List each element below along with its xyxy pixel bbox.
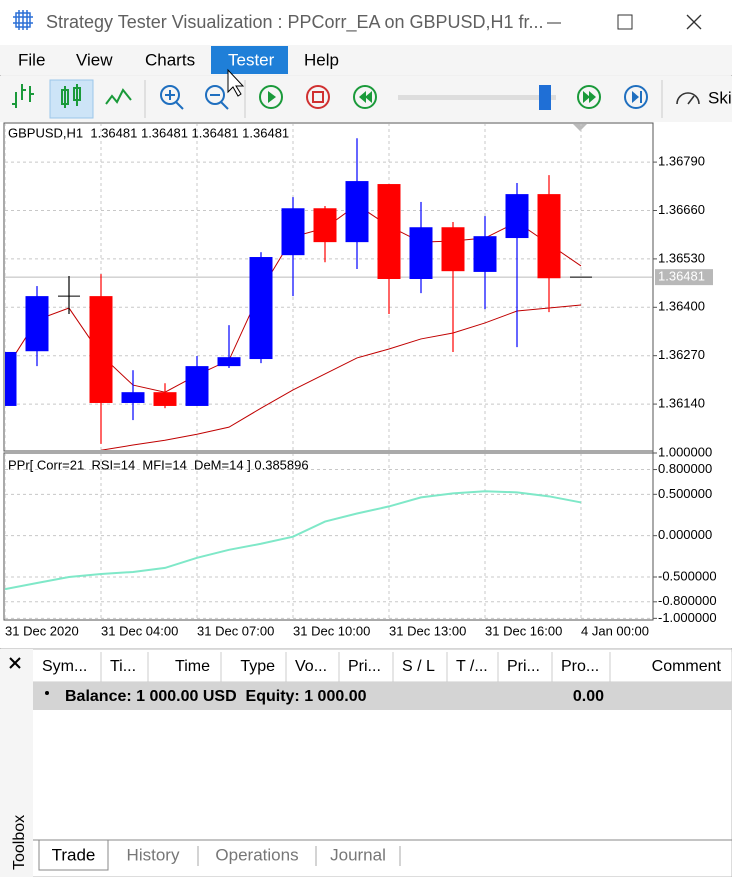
candle-body	[505, 194, 529, 239]
menu-bar	[0, 45, 732, 75]
x-tick-label: 31 Dec 13:00	[389, 623, 466, 638]
y-tick-label: 1.36530	[658, 250, 705, 265]
candle-body	[281, 208, 305, 256]
tab-label[interactable]: Trade	[52, 845, 96, 864]
play-button[interactable]	[259, 85, 283, 109]
candle-icon	[61, 84, 81, 108]
window-title: Strategy Tester Visualization : PPCorr_E…	[46, 12, 544, 33]
price-pane-title: GBPUSD,H1 1.36481 1.36481 1.36481 1.3648…	[8, 125, 289, 140]
tab-label[interactable]: History	[127, 845, 180, 864]
zoom-out-button[interactable]	[205, 85, 229, 110]
x-tick-label: 31 Dec 16:00	[485, 623, 562, 638]
candle-body	[185, 366, 209, 406]
candle-body	[249, 257, 273, 360]
candle-body	[473, 236, 497, 272]
y-tick-label: 1.000000	[658, 444, 712, 459]
step-button[interactable]	[624, 85, 648, 109]
menu-item[interactable]: File	[18, 50, 45, 69]
column-header[interactable]: Pri...	[348, 658, 381, 675]
candle-body	[121, 392, 145, 403]
skip-icon	[676, 92, 700, 105]
tab-label[interactable]: Operations	[215, 845, 298, 864]
candle-body	[377, 184, 401, 279]
last-price-box	[655, 269, 713, 286]
y-tick-label: -0.500000	[658, 568, 717, 583]
title-bar	[0, 0, 732, 45]
stop-button[interactable]	[306, 85, 330, 109]
y-tick-label: -1.000000	[658, 610, 717, 625]
tab-label[interactable]: Journal	[330, 845, 386, 864]
candle-body	[89, 296, 113, 403]
candle-body	[345, 181, 369, 243]
indicator-pane-title: PPr[ Corr=21 RSI=14 MFI=14 DeM=14 ] 0.38…	[8, 457, 309, 472]
x-tick-label: 31 Dec 04:00	[101, 623, 178, 638]
toolbar-skip-label[interactable]: Ski	[708, 88, 732, 107]
profit-cell: 0.00	[573, 688, 604, 705]
candle-body	[25, 296, 49, 352]
zoom-in-button[interactable]	[160, 85, 184, 110]
column-header[interactable]: T /...	[456, 658, 488, 675]
rewind-button[interactable]	[353, 85, 377, 109]
table-header	[33, 652, 732, 682]
column-header[interactable]: Vo...	[295, 658, 327, 675]
candle-body	[441, 227, 465, 272]
y-tick-label: 0.800000	[658, 461, 712, 476]
y-tick-label: 1.36270	[658, 347, 705, 362]
y-tick-label: 0.000000	[658, 527, 712, 542]
moving-average	[100, 304, 582, 450]
candle-body	[153, 392, 177, 406]
menu-item[interactable]: Tester	[228, 50, 275, 69]
menu-item[interactable]: Help	[304, 50, 339, 69]
column-header[interactable]: Comment	[652, 658, 722, 675]
column-header[interactable]: Ti...	[110, 658, 136, 675]
column-header[interactable]: Pri...	[507, 658, 540, 675]
y-tick-label: 1.36140	[658, 396, 705, 411]
y-tick-label: 1.36660	[658, 202, 705, 217]
fast-forward-button[interactable]	[577, 85, 601, 109]
bar-chart-button[interactable]	[12, 84, 34, 108]
y-tick-label: -0.800000	[658, 593, 717, 608]
candle-body	[5, 351, 17, 406]
line-chart-button[interactable]	[105, 88, 132, 105]
y-tick-label: 1.36400	[658, 299, 705, 314]
candle-body	[537, 194, 561, 279]
x-tick-label: 31 Dec 2020	[5, 623, 79, 638]
menu-highlight	[211, 46, 288, 74]
column-header[interactable]: Pro...	[561, 658, 599, 675]
mouse-cursor	[227, 68, 245, 97]
candle-body	[409, 227, 433, 279]
maximize-button[interactable]	[617, 14, 633, 30]
app-icon	[13, 10, 33, 30]
last-price-label: 1.36481	[658, 269, 705, 284]
column-header[interactable]: S / L	[402, 658, 435, 675]
close-button[interactable]	[686, 14, 702, 30]
x-tick-label: 31 Dec 10:00	[293, 623, 370, 638]
toolbox-close-button[interactable]	[9, 657, 21, 669]
balance-cell: Balance: 1 000.00 USD Equity: 1 000.00	[65, 688, 367, 705]
candle-body	[313, 208, 337, 243]
column-header[interactable]: Time	[175, 658, 210, 675]
toolbox-label: Toolbox	[11, 815, 28, 870]
y-tick-label: 0.500000	[658, 486, 712, 501]
y-tick-label: 1.36790	[658, 154, 705, 169]
candle-body	[217, 357, 241, 367]
speed-slider-thumb[interactable]	[539, 85, 551, 110]
indicator-pane	[3, 452, 654, 621]
column-header[interactable]: Type	[240, 658, 275, 675]
x-tick-label: 31 Dec 07:00	[197, 623, 274, 638]
table-row	[33, 682, 732, 710]
candle-chart-button[interactable]	[49, 79, 94, 119]
menu-item[interactable]: Charts	[145, 50, 195, 69]
column-header[interactable]: Sym...	[42, 658, 87, 675]
menu-item[interactable]: View	[76, 50, 113, 69]
speed-slider-track[interactable]	[398, 95, 556, 100]
toolbox-sidebar	[0, 649, 33, 877]
x-tick-label: 4 Jan 00:00	[581, 623, 649, 638]
active-tab[interactable]	[38, 839, 109, 871]
indicator-line	[5, 490, 582, 591]
row-bullet	[45, 691, 49, 695]
chart-shift-marker	[573, 124, 587, 131]
